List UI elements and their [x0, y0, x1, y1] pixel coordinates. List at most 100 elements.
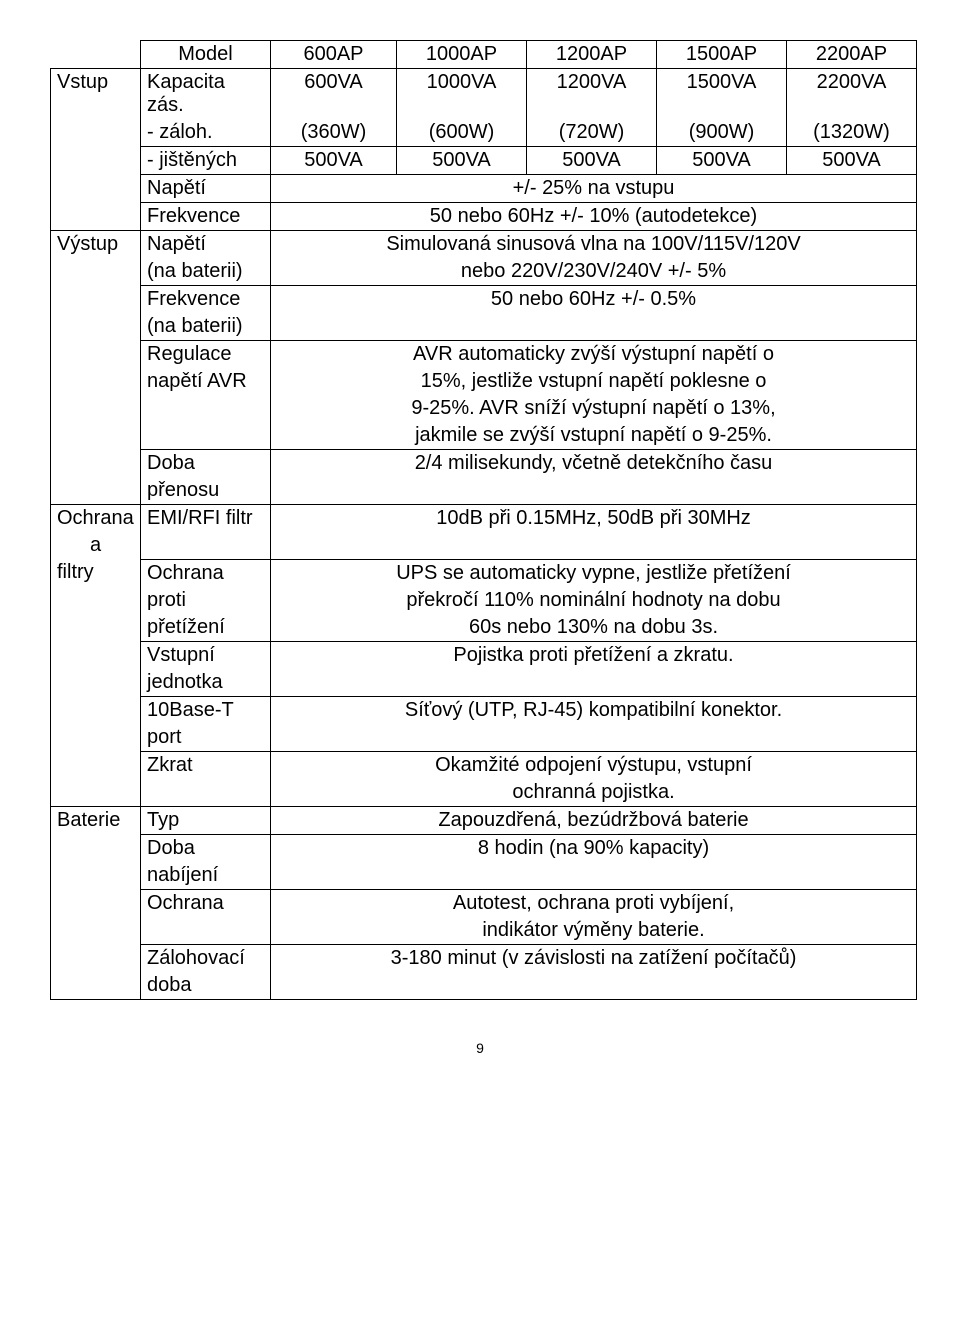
blank-cell [51, 41, 141, 69]
table-row: Doba 8 hodin (na 90% kapacity) [51, 834, 917, 862]
row-label [141, 917, 271, 945]
section-cell [51, 147, 141, 175]
cell: 1000VA [397, 69, 527, 120]
cell: 15%, jestliže vstupní napětí poklesne o [271, 368, 917, 395]
cell: 500VA [527, 147, 657, 175]
row-label: Doba [141, 834, 271, 862]
table-row: jednotka [51, 669, 917, 697]
cell: (600W) [397, 119, 527, 147]
cell: (720W) [527, 119, 657, 147]
row-label: přetížení [141, 614, 271, 642]
table-row: napětí AVR 15%, jestliže vstupní napětí … [51, 368, 917, 395]
section-cell [51, 395, 141, 422]
row-label: Frekvence [141, 286, 271, 314]
row-label: - záloh. [141, 119, 271, 147]
table-row: přetížení 60s nebo 130% na dobu 3s. [51, 614, 917, 642]
cell: 50 nebo 60Hz +/- 10% (autodetekce) [271, 203, 917, 231]
cell [271, 862, 917, 890]
row-label: Typ [141, 806, 271, 834]
row-label: (na baterii) [141, 258, 271, 286]
table-row: filtry Ochrana UPS se automaticky vypne,… [51, 559, 917, 587]
table-row: Baterie Typ Zapouzdřená, bezúdržbová bat… [51, 806, 917, 834]
model-col: 600AP [271, 41, 397, 69]
cell: nebo 220V/230V/240V +/- 5% [271, 258, 917, 286]
cell: jakmile se zvýší vstupní napětí o 9-25%. [271, 422, 917, 450]
section-vstup: Vstup [51, 69, 141, 120]
section-vystup: Výstup [51, 231, 141, 259]
cell: (1320W) [787, 119, 917, 147]
row-label: nabíjení [141, 862, 271, 890]
table-row: Frekvence 50 nebo 60Hz +/- 0.5% [51, 286, 917, 314]
row-label [141, 422, 271, 450]
table-row: a [51, 532, 917, 559]
table-row: Napětí +/- 25% na vstupu [51, 175, 917, 203]
cell: 500VA [787, 147, 917, 175]
table-row: Ochrana Autotest, ochrana proti vybíjení… [51, 889, 917, 917]
section-cell [51, 422, 141, 450]
table-row: Frekvence 50 nebo 60Hz +/- 10% (autodete… [51, 203, 917, 231]
section-cell [51, 587, 141, 614]
cell: překročí 110% nominální hodnoty na dobu [271, 587, 917, 614]
cell: indikátor výměny baterie. [271, 917, 917, 945]
section-cell [51, 917, 141, 945]
row-label: doba [141, 972, 271, 1000]
cell: 1200VA [527, 69, 657, 120]
cell: Pojistka proti přetížení a zkratu. [271, 641, 917, 669]
row-label [141, 395, 271, 422]
table-row: indikátor výměny baterie. [51, 917, 917, 945]
row-label: Ochrana [141, 559, 271, 587]
cell [271, 669, 917, 697]
row-label: Doba [141, 450, 271, 478]
cell: 2/4 milisekundy, včetně detekčního času [271, 450, 917, 478]
section-cell [51, 972, 141, 1000]
table-row: Výstup Napětí Simulovaná sinusová vlna n… [51, 231, 917, 259]
row-label: Frekvence [141, 203, 271, 231]
cell: 60s nebo 130% na dobu 3s. [271, 614, 917, 642]
cell: 10dB při 0.15MHz, 50dB při 30MHz [271, 505, 917, 533]
section-cell [51, 834, 141, 862]
section-cell [51, 175, 141, 203]
table-row: Model 600AP 1000AP 1200AP 1500AP 2200AP [51, 41, 917, 69]
section-cell [51, 724, 141, 752]
section-cell [51, 341, 141, 369]
cell [271, 313, 917, 341]
row-label: přenosu [141, 477, 271, 505]
table-row: 10Base-T Síťový (UTP, RJ-45) kompatibiln… [51, 696, 917, 724]
table-row: port [51, 724, 917, 752]
model-label: Model [141, 41, 271, 69]
cell: +/- 25% na vstupu [271, 175, 917, 203]
row-label: Napětí [141, 175, 271, 203]
cell [271, 972, 917, 1000]
table-row: doba [51, 972, 917, 1000]
row-label [141, 532, 271, 559]
section-cell [51, 477, 141, 505]
table-row: (na baterii) nebo 220V/230V/240V +/- 5% [51, 258, 917, 286]
model-col: 1000AP [397, 41, 527, 69]
row-label: Regulace [141, 341, 271, 369]
table-row: Vstup Kapacita zás. 600VA 1000VA 1200VA … [51, 69, 917, 120]
row-label: Zkrat [141, 751, 271, 779]
table-row: Ochrana EMI/RFI filtr 10dB při 0.15MHz, … [51, 505, 917, 533]
cell: 2200VA [787, 69, 917, 120]
section-ochrana: filtry [51, 559, 141, 587]
cell: 8 hodin (na 90% kapacity) [271, 834, 917, 862]
model-col: 1200AP [527, 41, 657, 69]
section-cell [51, 669, 141, 697]
row-label: napětí AVR [141, 368, 271, 395]
table-row: jakmile se zvýší vstupní napětí o 9-25%. [51, 422, 917, 450]
table-row: 9-25%. AVR sníží výstupní napětí o 13%, [51, 395, 917, 422]
cell [271, 724, 917, 752]
cell: 600VA [271, 69, 397, 120]
section-cell [51, 889, 141, 917]
cell: AVR automaticky zvýší výstupní napětí o [271, 341, 917, 369]
cell: Simulovaná sinusová vlna na 100V/115V/12… [271, 231, 917, 259]
cell: Autotest, ochrana proti vybíjení, [271, 889, 917, 917]
section-cell [51, 368, 141, 395]
row-label: Napětí [141, 231, 271, 259]
section-cell [51, 862, 141, 890]
cell: 9-25%. AVR sníží výstupní napětí o 13%, [271, 395, 917, 422]
cell: Síťový (UTP, RJ-45) kompatibilní konekto… [271, 696, 917, 724]
section-cell [51, 751, 141, 779]
table-row: Vstupní Pojistka proti přetížení a zkrat… [51, 641, 917, 669]
cell [271, 532, 917, 559]
